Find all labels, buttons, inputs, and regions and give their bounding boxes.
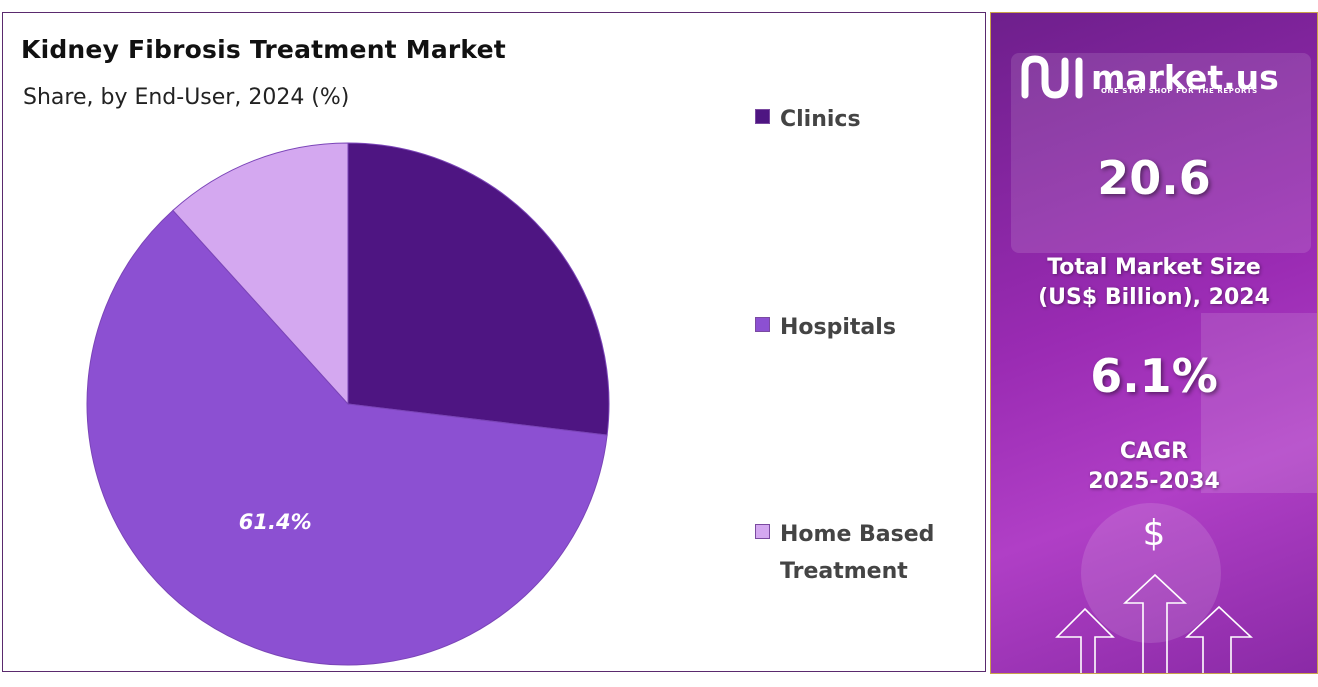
chart-panel: Kidney Fibrosis Treatment Market Share, …: [2, 12, 986, 672]
pie-slice-home-based-treatment: [172, 142, 349, 406]
background-decoration: [1011, 53, 1317, 643]
dollar-icon: $: [1142, 513, 1166, 554]
legend-label-hospitals: Hospitals: [780, 315, 896, 340]
up-arrows-icon: [1055, 573, 1254, 673]
brand-logo-icon: [1021, 55, 1083, 99]
pie-slice-clinics: [347, 142, 610, 436]
cagr-label-line1: CAGR: [1119, 439, 1189, 464]
pie-slice-hospitals: [86, 209, 608, 666]
cagr-value: 6.1%: [1090, 349, 1218, 403]
brand: market.us: [1021, 55, 1279, 101]
pie-chart: 61.4%: [86, 142, 610, 666]
legend-swatch-clinics: [755, 109, 770, 124]
pie-label-hospitals: 61.4%: [239, 510, 312, 534]
brand-tagline: ONE STOP SHOP FOR THE REPORTS: [1101, 87, 1258, 95]
market-size-label-line2: (US$ Billion), 2024: [1038, 285, 1270, 310]
legend-item-home-based-treatment: Home Based Treatment: [755, 516, 960, 590]
legend-swatch-hospitals: [755, 317, 770, 332]
legend-item-clinics: Clinics: [755, 101, 960, 138]
chart-subtitle: Share, by End-User, 2024 (%): [23, 85, 350, 110]
legend-label-clinics: Clinics: [780, 107, 861, 132]
side-panel: market.us ONE STOP SHOP FOR THE REPORTS …: [990, 12, 1318, 674]
cagr-label-line2: 2025-2034: [1088, 469, 1220, 494]
legend-item-hospitals: Hospitals: [755, 309, 960, 346]
legend-swatch-home-based-treatment: [755, 524, 770, 539]
market-size-label-line1: Total Market Size: [1047, 255, 1261, 280]
brand-name: market.us: [1091, 58, 1279, 97]
market-size-value: 20.6: [1097, 151, 1211, 205]
legend-label-home-based-treatment: Home Based Treatment: [780, 522, 935, 584]
chart-title: Kidney Fibrosis Treatment Market: [21, 35, 506, 64]
